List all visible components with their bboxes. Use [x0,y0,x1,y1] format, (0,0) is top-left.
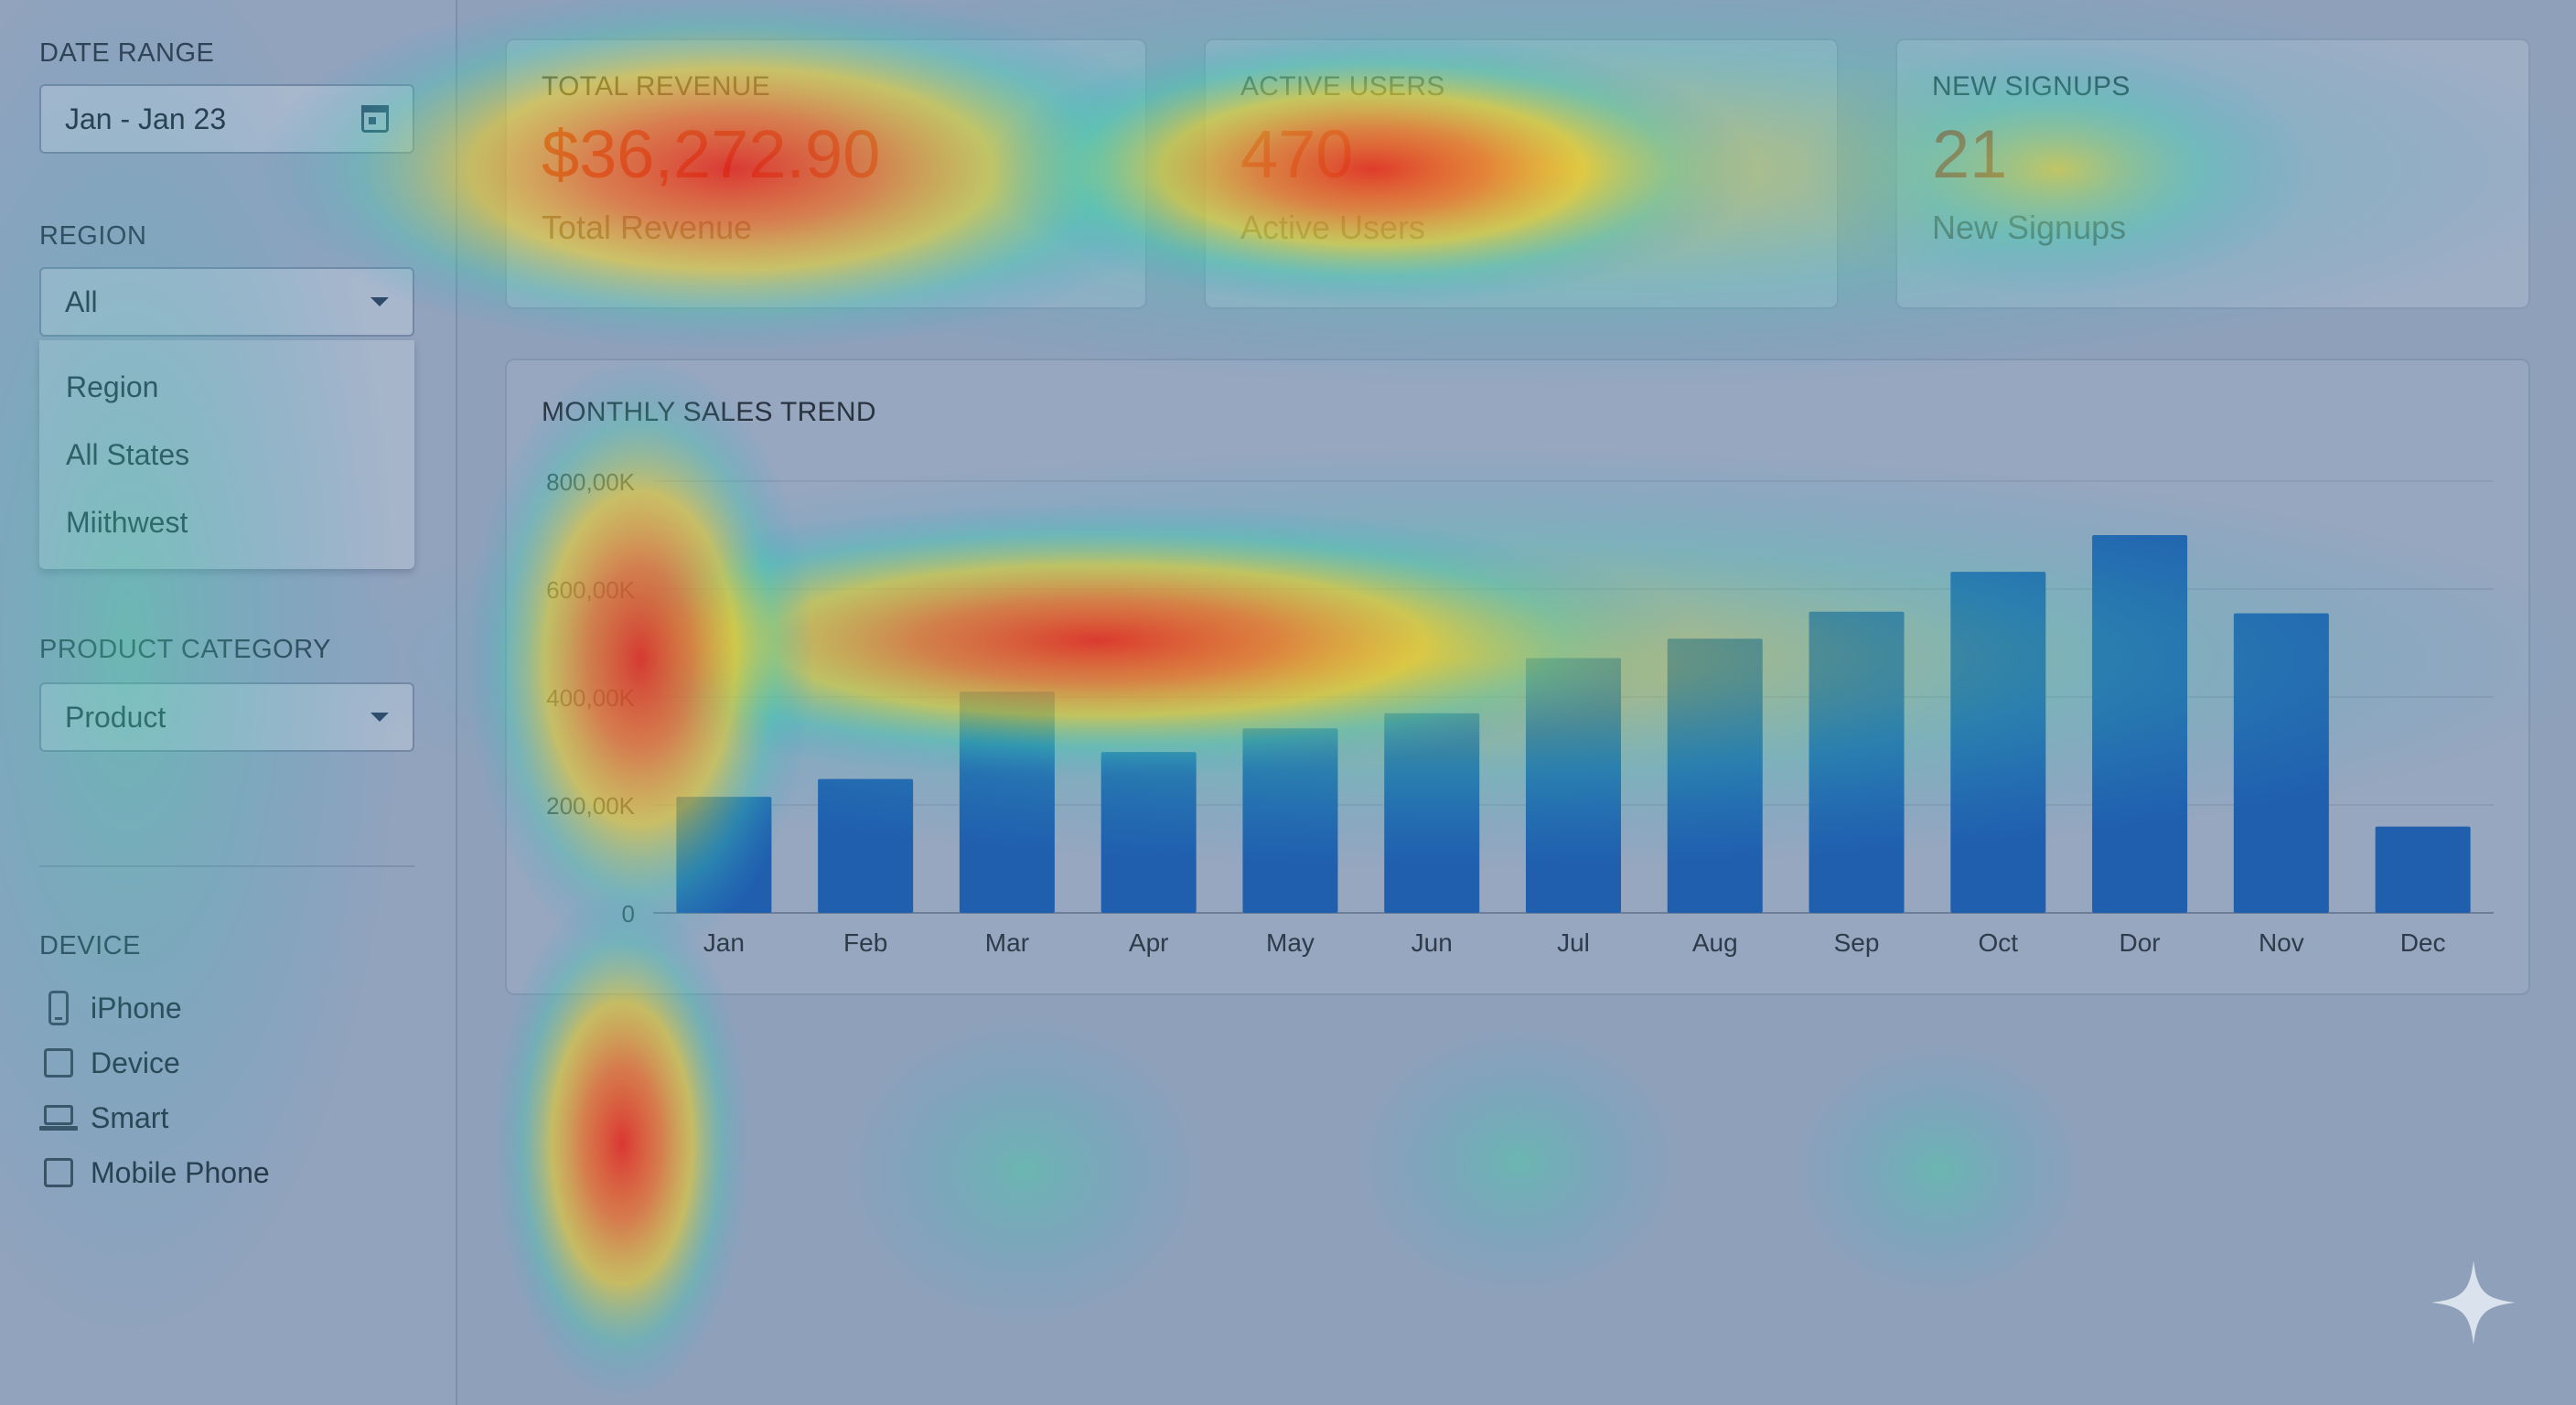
kpi-value: $36,272.90 [542,116,881,192]
x-tick-label: Dor [2120,928,2161,957]
kpi-subtitle: New Signups [1932,209,2127,246]
bar[interactable] [1667,638,1763,913]
region-dropdown-menu: Region All States Miithwest [39,340,414,569]
product-category-label: PRODUCT CATEGORY [39,635,331,664]
x-tick-label: Jul [1557,928,1590,957]
laptop-icon [39,1099,78,1137]
kpi-subtitle: Active Users [1240,209,1426,246]
y-tick-label: 800,00K [546,468,636,496]
device-option-label: Smart [91,1100,169,1134]
kpi-value: 21 [1932,116,2008,192]
bar[interactable] [1526,658,1621,913]
monthly-sales-chart-card: MONTHLY SALES TREND 0 200,00K 400,00K 600,0… [505,359,2530,995]
main-content: TOTAL REVENUE $36,272.90 Total Revenue A… [457,0,2576,1405]
x-tick-label: Feb [843,928,887,957]
device-label: DEVICE [39,931,141,960]
kpi-title: TOTAL REVENUE [542,71,771,102]
bar[interactable] [2375,826,2471,913]
sparkle-icon [2431,1260,2516,1345]
y-tick-label: 600,00K [546,576,636,604]
kpi-title: ACTIVE USERS [1240,71,1445,102]
product-category-select[interactable]: Product [39,682,414,752]
bar[interactable] [676,797,772,913]
kpi-card-active-users: ACTIVE USERS 470 Active Users [1204,38,1839,309]
x-tick-label: Sep [1834,928,1880,957]
x-tick-label: Nov [2259,928,2304,957]
filter-sidebar: DATE RANGE Jan - Jan 23 REGION All Regio… [0,0,457,1405]
region-selected-value: All [65,284,98,318]
checkbox[interactable] [39,1153,78,1192]
region-label: REGION [39,221,147,251]
bar[interactable] [2233,613,2329,913]
x-tick-label: Mar [985,928,1029,957]
checkbox[interactable] [39,1044,78,1082]
device-option-smart[interactable]: Smart [39,1098,168,1138]
device-option-device[interactable]: Device [39,1043,180,1083]
y-tick-label: 400,00K [546,684,636,712]
bar[interactable] [1809,611,1905,913]
device-option-iphone[interactable]: iPhone [39,988,182,1028]
kpi-value: 470 [1240,116,1354,192]
date-range-value: Jan - Jan 23 [65,102,227,135]
chevron-down-icon [370,713,389,722]
region-select[interactable]: All [39,267,414,337]
y-tick-label: 200,00K [546,792,636,820]
region-option[interactable]: Miithwest [66,505,188,539]
bar[interactable] [1384,713,1480,913]
x-tick-label: Aug [1692,928,1738,957]
date-range-label: DATE RANGE [39,38,215,68]
region-option[interactable]: Region [66,370,159,403]
bar[interactable] [1950,572,2046,913]
x-tick-label: Apr [1129,928,1169,957]
bar-chart: 0 200,00K 400,00K 600,00K 800,00K Jan Feb Mar Ap… [546,468,2494,957]
device-option-label: Device [91,1046,180,1079]
bar[interactable] [2092,535,2188,913]
kpi-title: NEW SIGNUPS [1932,71,2131,102]
x-tick-label: Jun [1411,928,1453,957]
x-tick-label: Jan [703,928,745,957]
bar[interactable] [1242,728,1338,913]
bar[interactable] [959,692,1055,913]
chevron-down-icon [370,297,389,306]
region-option[interactable]: All States [66,437,190,471]
x-tick-label: May [1266,928,1315,957]
calendar-icon[interactable] [361,105,389,133]
phone-icon [39,989,78,1027]
x-tick-label: Dec [2400,928,2446,957]
kpi-subtitle: Total Revenue [542,209,753,246]
device-option-mobile-phone[interactable]: Mobile Phone [39,1153,270,1193]
y-tick-label: 0 [622,900,635,928]
device-option-label: Mobile Phone [91,1155,270,1189]
product-category-selected-value: Product [65,700,166,734]
date-range-picker[interactable]: Jan - Jan 23 [39,84,414,154]
kpi-card-new-signups: NEW SIGNUPS 21 New Signups [1895,38,2530,309]
bar[interactable] [1100,752,1197,913]
bar[interactable] [818,778,914,913]
sidebar-divider [39,865,414,867]
x-tick-label: Oct [1979,928,2019,957]
kpi-card-total-revenue: TOTAL REVENUE $36,272.90 Total Revenue [505,38,1147,309]
device-option-label: iPhone [91,991,182,1024]
